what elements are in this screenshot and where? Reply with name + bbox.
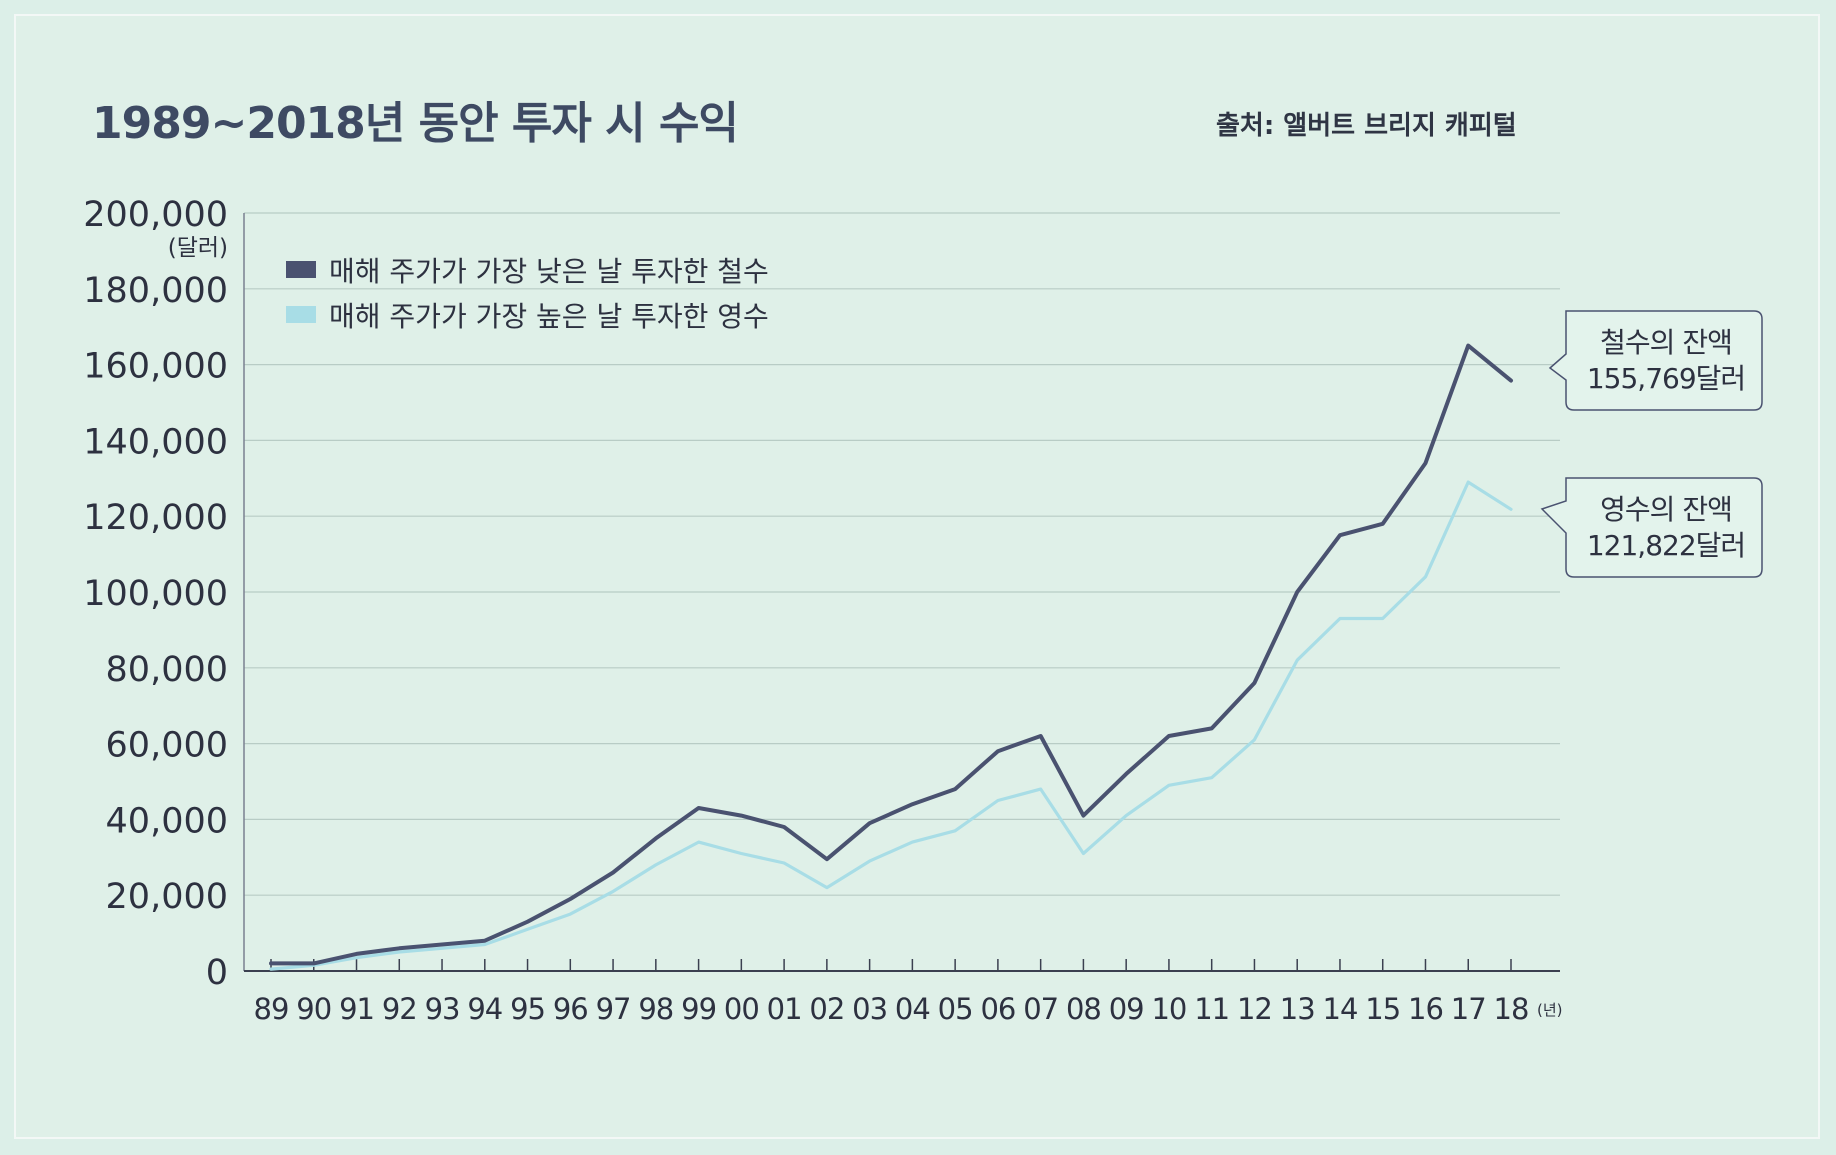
x-tick-label: 00 [724,992,759,1026]
series-line-cheolsu [269,343,1513,966]
x-tick-label: 01 [767,992,802,1026]
legend-swatch-youngsu [286,306,316,323]
x-axis-ticks: 89 90 91 92 93 94 95 96 97 98 99 00 01 02 03 04 05 06 07 08… [254,959,1563,1026]
x-tick-label: 13 [1280,992,1315,1026]
x-tick-label: 96 [553,992,588,1026]
callout-value: 155,769달러 [1587,362,1745,395]
y-tick-label: 40,000 [106,801,228,841]
callout-box [1548,310,1763,411]
chart-title: 1989~2018년 동안 투자 시 수익 [92,98,738,149]
callout-box [1540,477,1763,578]
x-tick-label: 18 [1494,992,1529,1026]
x-tick-label: 02 [809,992,844,1026]
y-tick-label: 160,000 [83,347,228,387]
x-tick-label: 97 [596,992,631,1026]
x-tick-label: 89 [254,992,289,1026]
callout-cheolsu-balance: 철수의 잔액 155,769달러 [1548,310,1763,411]
x-tick-label: 06 [980,992,1015,1026]
y-tick-label: 180,000 [83,271,228,311]
y-axis-unit: (달러) [168,235,228,261]
callout-youngsu-balance: 영수의 잔액 121,822달러 [1540,477,1763,578]
x-tick-label: 91 [339,992,374,1026]
callout-label: 철수의 잔액 [1600,326,1732,359]
x-tick-label: 07 [1023,992,1058,1026]
x-tick-label: 10 [1151,992,1186,1026]
legend-label-cheolsu: 매해 주가가 가장 낮은 날 투자한 철수 [329,255,769,288]
x-tick-label: 95 [510,992,545,1026]
callout-value: 121,822달러 [1587,529,1745,562]
callout-label: 영수의 잔액 [1600,493,1732,526]
source-note: 출처: 앨버트 브리지 캐피털 [1216,111,1517,141]
legend-label-youngsu: 매해 주가가 가장 높은 날 투자한 영수 [329,300,769,333]
x-tick-label: 03 [852,992,887,1026]
x-tick-label: 05 [938,992,973,1026]
legend: 매해 주가가 가장 낮은 날 투자한 철수 매해 주가가 가장 높은 날 투자한… [286,255,769,333]
x-tick-label: 92 [382,992,417,1026]
x-tick-label: 98 [638,992,673,1026]
gridlines [244,212,1560,896]
y-tick-label: 20,000 [106,877,228,917]
y-axis-ticks: 0 20,000 40,000 60,000 80,000 100,000 120,000 1… [83,195,228,993]
x-axis-unit: (년) [1537,1001,1563,1019]
x-tick-label: 99 [681,992,716,1026]
x-tick-label: 04 [895,992,930,1026]
series-line-youngsu [269,480,1513,971]
x-tick-label: 09 [1109,992,1144,1026]
y-tick-label: 60,000 [106,726,228,766]
y-tick-label: 140,000 [83,422,228,462]
series-lines [269,343,1513,971]
y-tick-label: 100,000 [83,574,228,614]
x-tick-label: 17 [1451,992,1486,1026]
x-tick-label: 14 [1323,992,1358,1026]
x-tick-label: 12 [1237,992,1272,1026]
legend-swatch-cheolsu [286,261,316,278]
x-tick-label: 11 [1194,992,1229,1026]
x-tick-label: 16 [1408,992,1443,1026]
y-tick-label: 200,000 [83,195,228,235]
x-tick-label: 90 [296,992,331,1026]
x-tick-label: 93 [425,992,460,1026]
x-tick-label: 94 [467,992,502,1026]
chart-canvas: 1989~2018년 동안 투자 시 수익 출처: 앨버트 브리지 캐피털 02… [83,98,1763,1026]
y-tick-label: 0 [206,953,228,993]
x-tick-label: 15 [1365,992,1400,1026]
x-tick-label: 08 [1066,992,1101,1026]
y-tick-label: 80,000 [106,650,228,690]
y-tick-label: 120,000 [83,498,228,538]
